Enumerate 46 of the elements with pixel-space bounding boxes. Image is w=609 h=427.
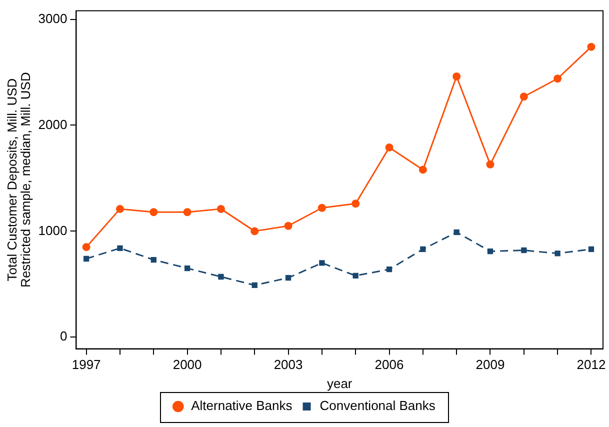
- point: [520, 92, 528, 101]
- point: [486, 160, 494, 168]
- point: [454, 229, 460, 236]
- point: [183, 208, 192, 216]
- point: [385, 143, 394, 152]
- point: [521, 247, 527, 254]
- y-tick-label: 2000: [38, 116, 68, 132]
- point: [284, 222, 292, 230]
- x-tick-label: 2000: [172, 357, 202, 372]
- point: [319, 260, 325, 266]
- point: [150, 208, 158, 216]
- point: [352, 200, 360, 208]
- legend-label: Alternative Banks: [191, 398, 293, 414]
- legend-label: Conventional Banks: [320, 398, 436, 414]
- point: [418, 166, 427, 174]
- point: [318, 204, 326, 212]
- point: [216, 204, 225, 213]
- point: [487, 248, 494, 254]
- point: [184, 265, 190, 272]
- point: [116, 204, 124, 213]
- point: [218, 274, 224, 280]
- point: [83, 256, 90, 262]
- y-tick-label: 3000: [38, 10, 68, 26]
- x-tick-label: 2006: [374, 357, 404, 372]
- point: [285, 274, 292, 281]
- point: [352, 272, 358, 279]
- y-tick-label: 1000: [38, 222, 68, 238]
- point: [252, 282, 258, 288]
- x-tick-label: 2012: [576, 357, 606, 372]
- point: [587, 42, 596, 51]
- point: [250, 227, 259, 236]
- point: [554, 250, 560, 256]
- y-tick-label: 0: [60, 328, 68, 344]
- point: [420, 246, 426, 252]
- x-tick-label: 2003: [274, 357, 303, 372]
- y-axis-title: Total Customer Deposits, Mill. USD Restricted sample, median, Mill. USD: [4, 72, 34, 288]
- x-tick-label: 1997: [72, 357, 101, 372]
- point: [452, 72, 461, 80]
- x-axis-title: year: [326, 376, 353, 391]
- point: [82, 243, 90, 252]
- point: [117, 245, 123, 251]
- point: [588, 246, 594, 252]
- x-tick-label: 2009: [476, 357, 505, 372]
- point: [150, 256, 156, 263]
- point: [554, 74, 562, 83]
- point: [386, 266, 392, 272]
